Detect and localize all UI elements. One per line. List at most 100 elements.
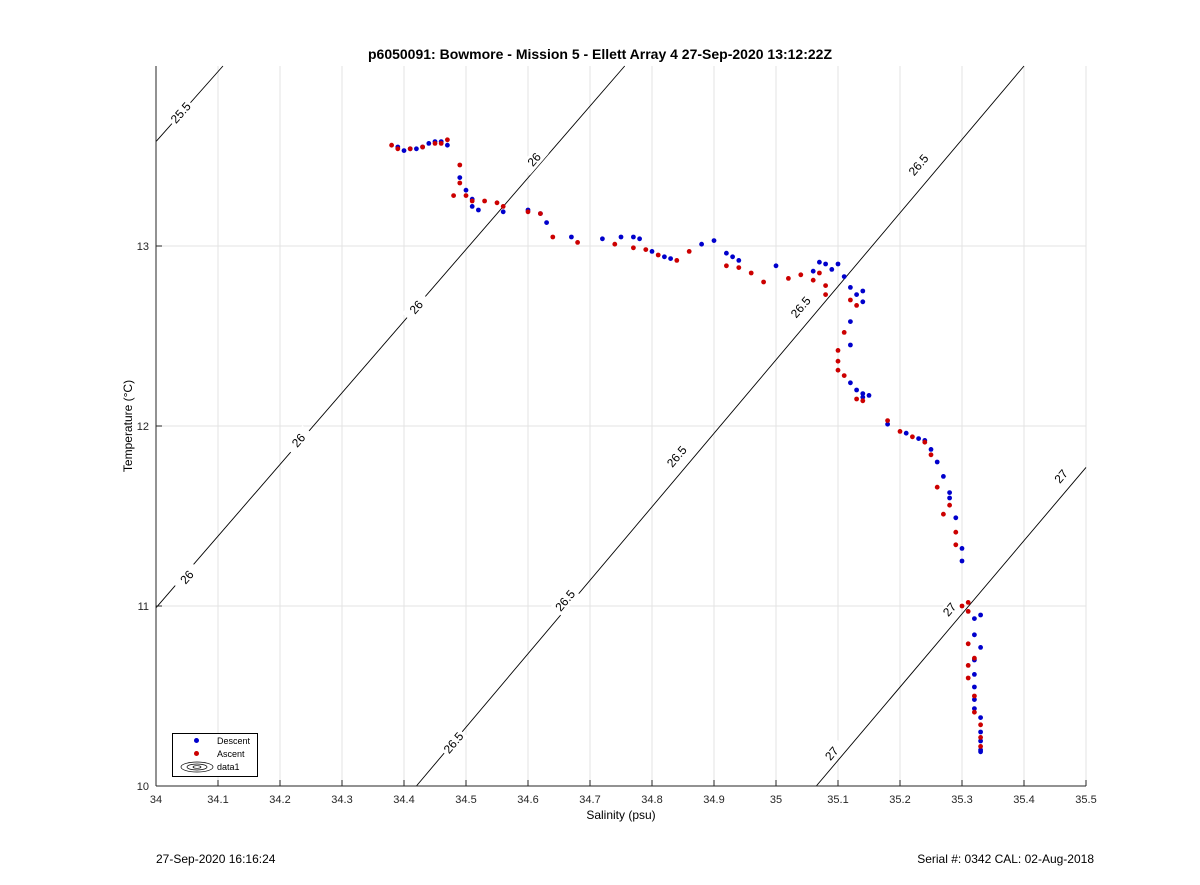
ascent-point [823,283,828,288]
x-tick-label: 35.5 [1075,794,1096,806]
descent-point [668,256,673,261]
ascent-point [885,418,890,423]
x-tick-label: 34 [150,794,162,806]
x-tick-label: 34.6 [517,794,538,806]
descent-point [426,141,432,146]
ascent-point [724,263,729,269]
descent-point [978,715,983,720]
descent-point [947,495,952,501]
descent-point [978,645,983,650]
descent-point [724,250,729,256]
descent-point [463,187,469,193]
ascent-point [947,502,952,508]
descent-point [972,672,977,677]
descent-point [934,459,940,465]
descent-point [810,268,816,274]
ascent-point [848,297,853,303]
descent-point [978,738,983,744]
ascent-point [612,241,618,247]
contour-line [155,65,626,609]
x-tick-label: 34.8 [641,794,662,806]
descent-point [959,558,965,564]
descent-point [711,238,717,244]
descent-point [699,241,704,247]
ascent-point [978,735,983,740]
y-tick-label: 12 [137,421,149,433]
ascent-point [686,249,692,254]
descent-point [569,234,574,240]
descent-point [959,546,965,551]
ascent-point [810,277,816,283]
contour-label-bg [817,738,847,769]
descent-point [414,146,419,152]
x-axis-label: Salinity (psu) [586,808,655,822]
ascent-point [748,270,754,276]
descent-point [978,729,983,735]
ascent-point [953,529,959,535]
descent-point [600,236,605,242]
descent-point [860,288,866,294]
ascent-point [407,146,413,152]
descent-point [860,394,866,400]
descent-point [848,380,853,386]
descent-point [972,632,977,638]
y-tick-label: 11 [138,601,149,613]
descent-point [972,616,977,621]
descent-point [860,299,866,305]
contour-label-bg [519,144,549,175]
ascent-point [835,358,841,364]
ascent-point [978,744,983,749]
legend-item-descent: Descent [173,735,257,747]
descent-point [835,261,841,267]
descent-point [854,292,859,297]
x-tick-label: 34.7 [579,794,600,806]
contour-label-bg [166,97,196,128]
legend-label-data1: data1 [217,762,240,772]
ascent-point [910,434,915,440]
chart-title: p6050091: Bowmore - Mission 5 - Ellett A… [367,46,832,62]
ascent-point [525,209,531,215]
ascent-point [854,396,859,402]
descent-point [953,515,959,521]
timestamp-text: 27-Sep-2020 16:16:24 [156,852,276,866]
descent-point [469,204,475,209]
descent-point [947,490,952,495]
descent-point [829,267,835,272]
x-tick-label: 35.4 [1013,794,1034,806]
ascent-point [389,142,394,148]
descent-point [916,436,921,441]
axes: 34 34.1 34.2 34.3 34.4 34.5 34.6 34.7 34.8 34.9 35… [137,66,1097,806]
data-points [389,137,983,755]
descent-point [941,474,946,479]
ascent-point [575,240,580,245]
descent-point [631,234,636,240]
descent-point [848,285,853,290]
ascent-point [835,367,841,373]
ascent-point [965,663,971,668]
descent-point [885,421,890,427]
contour-label-bg [1046,461,1076,492]
ascent-point [959,603,965,609]
contour-label-bg [786,291,816,323]
contour-label-bg [550,585,580,616]
legend-label-descent: Descent [217,736,251,746]
descent-point [618,234,624,240]
ascent-point [941,511,946,517]
contour-label-bg [284,425,314,456]
descent-point [866,393,872,398]
descent-point [854,387,859,393]
descent-point [978,749,983,755]
descent-point [972,697,977,702]
x-tick-label: 35.2 [889,794,910,806]
ascent-point [922,439,928,445]
x-tick-label: 35.1 [827,794,848,806]
legend-label-ascent: Ascent [217,749,245,759]
descent-point [860,391,866,396]
y-axis-label: Temperature (°C) [121,380,135,472]
ascent-point [817,270,822,276]
descent-point [637,236,642,242]
descent-point [500,209,506,215]
contour-line [815,467,1087,787]
ascent-marker-icon [194,751,199,756]
descent-point [972,684,977,690]
